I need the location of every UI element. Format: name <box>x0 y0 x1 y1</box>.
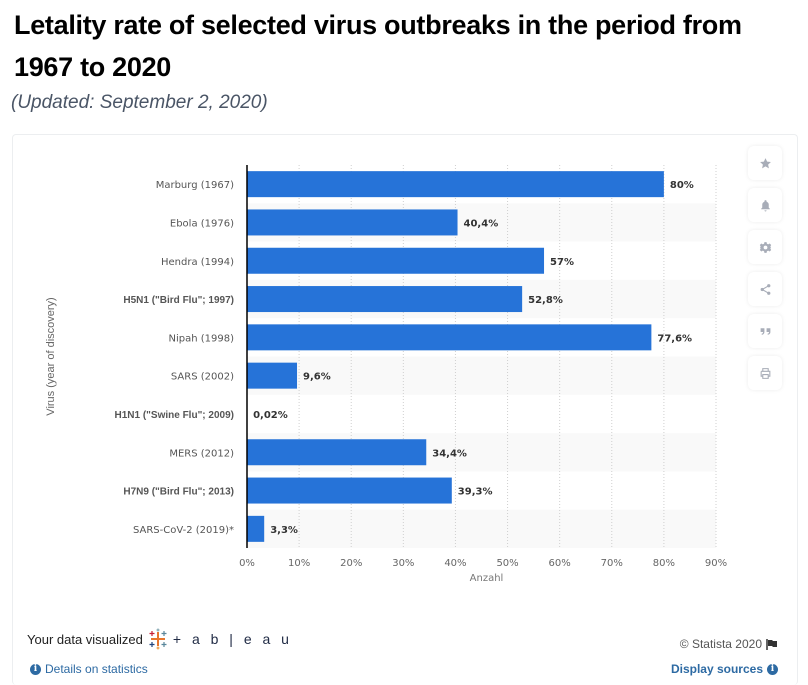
copyright: © Statista 2020 <box>680 637 778 651</box>
value-label: 9,6% <box>303 372 331 383</box>
value-label: 80% <box>670 180 694 191</box>
side-toolbar <box>748 146 782 398</box>
category-label: SARS-CoV-2 (2019)* <box>133 525 234 536</box>
visualized-label: Your data visualized <box>27 631 143 647</box>
category-label: Marburg (1967) <box>156 180 234 191</box>
x-tick-label: 70% <box>601 558 623 569</box>
bar[interactable] <box>247 247 545 274</box>
category-label: MERS (2012) <box>169 448 234 459</box>
x-tick-label: 80% <box>653 558 675 569</box>
tableau-wordmark: + a b | e a u <box>172 631 293 647</box>
x-axis-title: Anzahl <box>470 573 504 584</box>
copyright-text: © Statista 2020 <box>679 637 762 651</box>
update-date: (Updated: September 2, 2020) <box>11 92 268 113</box>
category-label: H5N1 ("Bird Flu"; 1997) <box>123 295 234 306</box>
bar[interactable] <box>247 515 265 542</box>
bar[interactable] <box>247 171 664 198</box>
notification-button[interactable] <box>748 188 782 222</box>
bar[interactable] <box>247 209 458 236</box>
x-tick-label: 50% <box>496 558 518 569</box>
x-tick-label: 10% <box>288 558 310 569</box>
value-label: 57% <box>550 257 574 268</box>
print-icon <box>760 367 770 379</box>
bar[interactable] <box>247 439 427 466</box>
x-tick-label: 60% <box>549 558 571 569</box>
x-tick-label: 0% <box>239 558 255 569</box>
info-icon: i <box>30 663 41 675</box>
print-button[interactable] <box>748 356 782 390</box>
row-band <box>247 356 716 395</box>
bar[interactable] <box>247 286 523 313</box>
category-label: H1N1 ("Swine Flu"; 2009) <box>114 410 234 421</box>
flag-icon[interactable] <box>766 638 778 650</box>
x-tick-label: 30% <box>392 558 414 569</box>
bar-chart: 0% 10% 20% 30% 40% 50% 60% 70% 80% 90% 80% Marburg … <box>45 165 727 584</box>
category-label: Hendra (1994) <box>161 257 234 268</box>
value-label: 3,3% <box>270 525 298 536</box>
gear-icon <box>759 241 771 253</box>
tableau-cross-icon <box>149 628 167 650</box>
tableau-logo: + a b | e a u <box>147 628 293 650</box>
value-label: 40,4% <box>464 218 499 229</box>
y-axis-title: Virus (year of discovery) <box>45 297 57 415</box>
page-title: Letality rate of selected virus outbreak… <box>14 10 742 82</box>
category-label: SARS (2002) <box>171 372 234 383</box>
star-icon <box>759 157 771 168</box>
info-icon: i <box>767 663 778 675</box>
tableau-credit: Your data visualized + a b | e a u <box>27 628 292 650</box>
share-button[interactable] <box>748 272 782 306</box>
details-label: Details on statistics <box>45 662 148 676</box>
value-label: 0,02% <box>253 410 288 421</box>
cite-button[interactable] <box>748 314 782 348</box>
details-link[interactable]: i Details on statistics <box>30 662 148 676</box>
category-label: H7N9 ("Bird Flu"; 2013) <box>123 487 234 498</box>
bar[interactable] <box>247 324 652 351</box>
display-sources-link[interactable]: Display sources i <box>671 662 778 676</box>
value-label: 39,3% <box>458 487 493 498</box>
quote-icon <box>760 327 770 335</box>
x-tick-label: 40% <box>444 558 466 569</box>
share-icon <box>760 283 770 295</box>
category-label: Ebola (1976) <box>170 218 234 229</box>
value-label: 52,8% <box>528 295 563 306</box>
category-label: Nipah (1998) <box>168 333 234 344</box>
sources-label: Display sources <box>670 662 763 676</box>
x-tick-label: 20% <box>340 558 362 569</box>
bar[interactable] <box>247 477 452 504</box>
value-label: 77,6% <box>657 333 692 344</box>
row-band <box>247 509 716 548</box>
bar[interactable] <box>247 362 298 389</box>
settings-button[interactable] <box>748 230 782 264</box>
x-tick-label: 90% <box>705 558 727 569</box>
bell-icon <box>760 199 770 211</box>
value-label: 34,4% <box>432 448 467 459</box>
favorite-button[interactable] <box>748 146 782 180</box>
